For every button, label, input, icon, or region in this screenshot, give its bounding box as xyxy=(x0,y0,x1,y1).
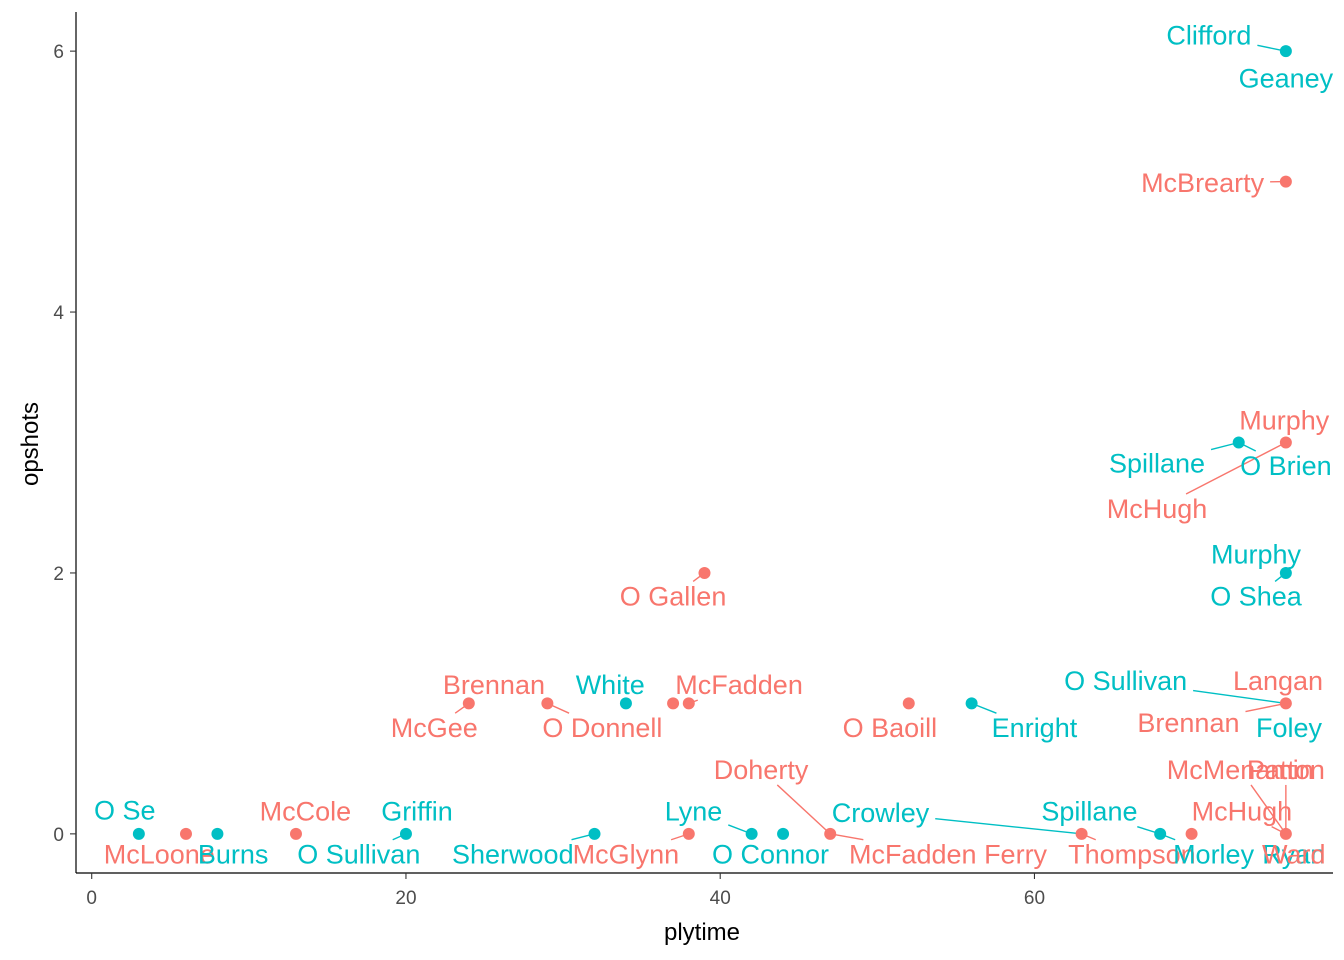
data-point xyxy=(289,827,302,840)
data-point xyxy=(179,827,192,840)
data-point xyxy=(1279,45,1292,58)
point-label: Geaney xyxy=(1239,64,1334,94)
point-label: Brennan xyxy=(443,670,545,700)
point-label: Patton xyxy=(1247,755,1325,785)
point-label: Spillane xyxy=(1041,797,1137,827)
data-point xyxy=(824,827,837,840)
y-tick-label: 4 xyxy=(53,303,64,324)
data-point xyxy=(667,697,680,710)
point-label: O Sullivan xyxy=(1064,666,1187,696)
data-point xyxy=(965,697,978,710)
data-point xyxy=(698,566,711,579)
point-label: Sherwood xyxy=(452,840,574,870)
x-tick-label: 60 xyxy=(1024,888,1045,909)
data-point xyxy=(1232,436,1245,449)
point-label: McHugh xyxy=(1107,494,1208,524)
point-label: McGlynn xyxy=(573,840,680,870)
data-point xyxy=(1154,827,1167,840)
data-point xyxy=(777,827,790,840)
y-axis-title: opshots xyxy=(17,402,44,486)
data-point xyxy=(1279,436,1292,449)
y-tick-label: 2 xyxy=(53,564,64,585)
point-label: Burns xyxy=(198,840,269,870)
data-point xyxy=(1279,175,1292,188)
data-point xyxy=(1075,827,1088,840)
point-label: Doherty xyxy=(714,755,809,785)
point-label: Enright xyxy=(992,713,1078,743)
point-label: Griffin xyxy=(381,797,453,827)
point-label: Clifford xyxy=(1166,20,1251,50)
data-point xyxy=(1279,697,1292,710)
point-label: O Connor xyxy=(712,840,829,870)
point-label: Ward xyxy=(1262,840,1326,870)
point-label: Brennan xyxy=(1137,708,1239,738)
data-point xyxy=(745,827,758,840)
point-label: Lyne xyxy=(665,797,723,827)
label-connector xyxy=(1250,784,1287,835)
point-label: Crowley xyxy=(832,798,930,828)
x-tick-label: 0 xyxy=(86,888,97,909)
point-label: McFadden Ferry xyxy=(849,840,1048,870)
x-tick-label: 20 xyxy=(395,888,416,909)
y-tick-label: 0 xyxy=(53,825,64,846)
label-connector xyxy=(776,784,831,835)
point-label: McFadden xyxy=(675,670,803,700)
point-label: O Gallen xyxy=(620,581,727,611)
data-point xyxy=(682,827,695,840)
point-label: Foley xyxy=(1256,713,1323,743)
point-label: O Donnell xyxy=(542,713,662,743)
data-point xyxy=(541,697,554,710)
point-label: McBrearty xyxy=(1141,168,1265,198)
data-point xyxy=(682,697,695,710)
point-label: McCole xyxy=(260,797,352,827)
ticks: 0 20 40 60 0 2 4 6 xyxy=(53,42,1045,909)
data-point xyxy=(1279,827,1292,840)
point-label: O Shea xyxy=(1210,581,1303,611)
data-points xyxy=(132,45,1292,840)
point-label: Murphy xyxy=(1211,540,1302,570)
data-point xyxy=(462,697,475,710)
data-point xyxy=(1185,827,1198,840)
point-label: McGee xyxy=(391,713,478,743)
data-point xyxy=(902,697,915,710)
data-point xyxy=(211,827,224,840)
point-label: McLoone xyxy=(104,840,215,870)
y-tick-label: 6 xyxy=(53,42,64,63)
point-label: Langan xyxy=(1233,666,1323,696)
data-point xyxy=(399,827,412,840)
point-label: O Sullivan xyxy=(297,840,420,870)
point-label: McMenamin xyxy=(1167,755,1314,785)
axes xyxy=(75,12,1333,874)
label-connector xyxy=(1245,702,1287,713)
point-label: Murphy xyxy=(1239,405,1330,435)
label-connector xyxy=(935,817,1082,835)
x-tick-label: 40 xyxy=(710,888,731,909)
point-label: Spillane xyxy=(1109,448,1205,478)
data-point xyxy=(588,827,601,840)
point-label: Ryan xyxy=(1262,840,1325,870)
point-label: Thompson xyxy=(1068,840,1196,870)
data-point xyxy=(619,697,632,710)
x-axis-title: plytime xyxy=(664,919,740,946)
point-label: McHugh xyxy=(1192,797,1293,827)
point-label: Morley xyxy=(1173,840,1255,870)
point-label: O Se xyxy=(94,795,156,825)
label-connector xyxy=(1193,689,1286,705)
data-point xyxy=(1279,566,1292,579)
point-label: O Baoill xyxy=(843,713,938,743)
label-connector xyxy=(1185,441,1287,495)
data-point xyxy=(132,827,145,840)
point-label: O Brien xyxy=(1240,451,1332,481)
point-label: White xyxy=(576,670,645,700)
